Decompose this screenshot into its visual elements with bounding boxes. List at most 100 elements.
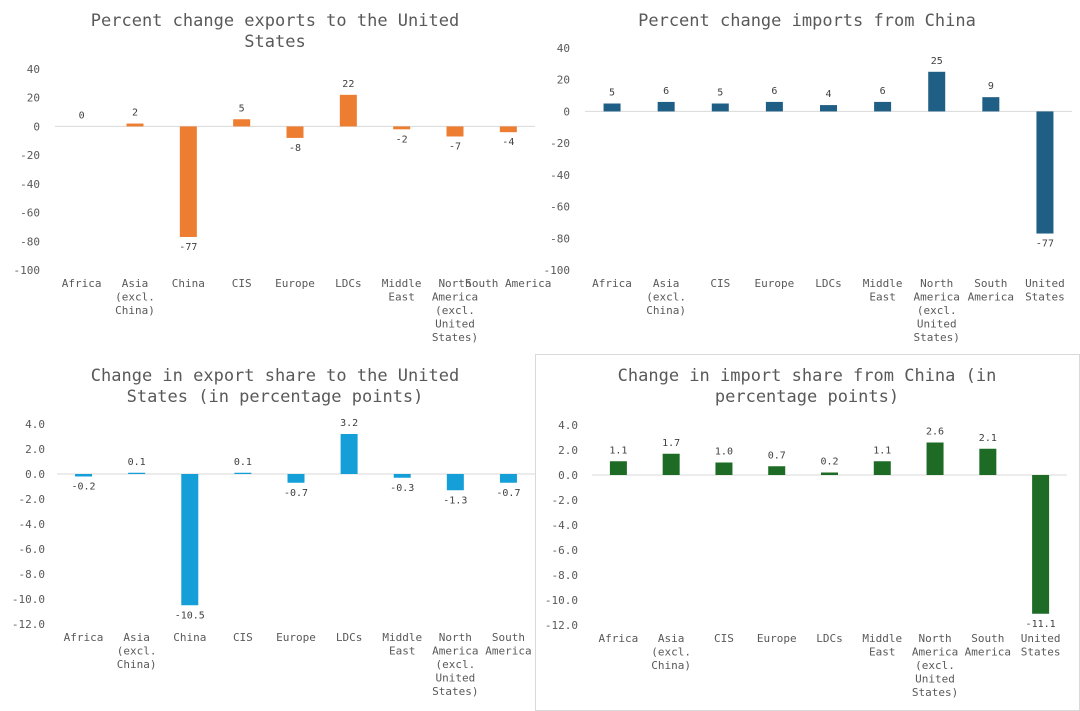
data-label: -77 [179, 242, 197, 253]
data-label: 9 [988, 81, 994, 92]
y-tick-label: 0 [563, 105, 570, 118]
data-label: 0 [79, 110, 85, 121]
data-label: -0.7 [496, 488, 520, 499]
y-tick-label: -80 [550, 232, 570, 245]
data-label: 1.1 [609, 445, 627, 456]
category-label: United States [1021, 632, 1061, 659]
category-label: Europe [275, 277, 315, 290]
y-tick-label: 40 [557, 42, 570, 55]
bar [286, 126, 304, 138]
y-tick-label: -40 [20, 178, 40, 191]
bar [662, 453, 680, 475]
imports-from-china-chart: Percent change imports from China 40 20 0 -2… [544, 11, 1072, 344]
category-label: LDCs [816, 632, 843, 645]
y-tick-label: -60 [20, 207, 40, 220]
category-label: LDCs [336, 631, 363, 644]
category-label: Middle East [862, 632, 902, 659]
y-tick-label: 40 [27, 63, 40, 76]
chart-title-line: States (in percentage points) [127, 387, 424, 407]
chart-title-line: Percent change imports from China [638, 11, 976, 31]
data-label: 5 [717, 88, 723, 99]
bar [873, 461, 891, 475]
y-tick-label: 20 [557, 74, 570, 87]
y-tick-label: -6.0 [552, 544, 579, 557]
category-label: Asia (excl. China) [651, 632, 691, 672]
bar [603, 103, 621, 112]
category-label: CIS [714, 632, 734, 645]
category-label: Middle East [863, 277, 903, 304]
category-label: Africa [592, 277, 632, 290]
bar [979, 448, 997, 475]
bar [820, 105, 837, 112]
data-label: -11.1 [1026, 619, 1056, 630]
category-label: China [173, 631, 206, 644]
category-label: South America [465, 277, 551, 290]
y-tick-label: -20 [20, 149, 40, 162]
category-label: Asia (excl. China) [646, 277, 686, 317]
data-label: -1.3 [443, 495, 467, 506]
bar [340, 434, 358, 474]
bar [339, 94, 357, 127]
data-label: 0.1 [234, 457, 252, 468]
y-tick-label: 0.0 [558, 469, 578, 482]
category-label: CIS [233, 631, 253, 644]
chart-panel-import-share: Change in import share from China (in per… [535, 354, 1080, 711]
data-label: 2 [132, 108, 138, 119]
bar [181, 474, 199, 606]
category-label: CIS [710, 277, 730, 290]
chart-title-line: percentage points) [715, 387, 899, 407]
chart-panel-exports-to-us: Percent change exports to the United Stat… [0, 0, 552, 355]
bar [233, 119, 251, 127]
bar [1032, 475, 1050, 614]
chart-title-line: Change in import share from China (in [618, 366, 997, 386]
category-label: North America (excl. United States) [432, 631, 478, 698]
data-label: -2 [396, 134, 408, 145]
y-tick-label: -10.0 [545, 594, 578, 607]
data-label: -77 [1036, 239, 1054, 250]
y-tick-label: 4.0 [558, 419, 578, 432]
y-tick-label: 2.0 [558, 444, 578, 457]
data-label: 1.7 [662, 438, 680, 449]
data-label: 25 [931, 56, 943, 67]
bar [821, 472, 838, 475]
category-label: United States [1025, 277, 1065, 304]
data-label: -8 [289, 143, 301, 154]
y-tick-label: 0 [33, 120, 40, 133]
category-label: Africa [599, 632, 639, 645]
y-tick-label: -8.0 [552, 569, 579, 582]
data-label: 1.0 [715, 447, 733, 458]
data-label: 4 [825, 89, 831, 100]
y-tick-label: -12.0 [12, 618, 45, 631]
exports-to-us-chart: Percent change exports to the UnitedStat… [14, 11, 552, 344]
y-tick-label: 20 [27, 92, 40, 105]
data-label: -10.5 [175, 610, 205, 621]
bar [393, 474, 411, 478]
bar [75, 474, 93, 477]
bar [234, 472, 252, 474]
import-share-chart: Change in import share from China (inper… [545, 366, 1067, 699]
y-tick-label: -80 [20, 235, 40, 248]
y-tick-label: -4.0 [19, 518, 46, 531]
bar [1036, 111, 1054, 234]
y-tick-label: -2.0 [19, 493, 46, 506]
category-label: Europe [757, 632, 797, 645]
bar [128, 472, 146, 474]
y-tick-label: -40 [550, 169, 570, 182]
bar [126, 123, 144, 127]
bar [928, 71, 946, 112]
y-tick-label: -4.0 [552, 519, 579, 532]
data-label: 3.2 [340, 418, 358, 429]
y-tick-label: -12.0 [545, 619, 578, 632]
category-label: Europe [755, 277, 795, 290]
category-label: North America (excl. United States) [914, 277, 960, 344]
bar [926, 442, 944, 475]
bar [499, 474, 517, 483]
category-label: LDCs [335, 277, 362, 290]
bar [982, 97, 1000, 112]
data-label: -7 [449, 141, 461, 152]
data-label: 0.7 [768, 450, 786, 461]
data-label: 2.1 [979, 433, 997, 444]
chart-title-line: Percent change exports to the United [91, 11, 459, 31]
y-tick-label: -100 [14, 264, 41, 277]
category-label: Middle East [382, 631, 422, 658]
